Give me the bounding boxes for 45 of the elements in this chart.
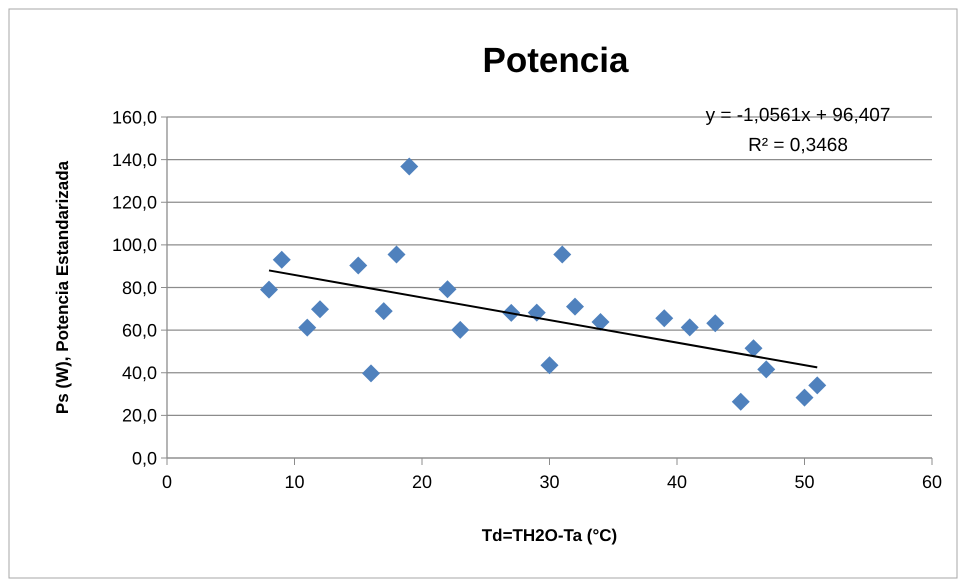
y-tick-label: 100,0 [112,235,157,256]
y-tick-label: 60,0 [122,320,157,340]
point [553,245,572,264]
point [592,313,610,332]
point [680,318,699,336]
y-tick-label: 80,0 [122,278,157,298]
point [655,309,674,328]
x-tick-label: 0 [162,472,172,492]
point [451,320,470,339]
annotation: y = -1,0561x + 96,407 [706,105,890,126]
x-tick-label: 30 [539,472,560,492]
y-tick-label: 160,0 [112,107,157,128]
point [349,256,368,275]
x-tick-label: 10 [284,472,305,492]
point [438,280,456,298]
point [362,364,380,382]
point [744,339,762,358]
point [796,388,814,407]
point [388,245,406,264]
point [260,280,278,299]
point [311,300,329,318]
y-axis-title: Ps (W), Potencia Estandarizada [53,160,72,414]
x-tick-label: 20 [412,472,432,492]
x-tick-label: 40 [666,472,688,492]
y-tick-label: 40,0 [122,363,157,384]
point [808,376,826,394]
annotation: R² = 0,3468 [748,135,848,156]
point [298,318,316,337]
point [374,302,393,320]
point [272,250,291,269]
x-tick-label: 50 [794,472,815,492]
y-tick-label: 0,0 [132,448,157,468]
point [400,157,418,176]
point [566,298,584,316]
point [706,314,724,332]
y-tick-label: 140,0 [112,150,157,170]
point [757,360,776,378]
x-tick-label: 60 [922,472,942,492]
y-tick-label: 20,0 [122,406,157,426]
chart-title: Potencia [482,41,629,80]
point [732,392,750,411]
x-axis-title: Td=TH2O-Ta (°C) [482,526,618,545]
y-tick-label: 120,0 [112,192,157,213]
point [540,356,558,374]
point [528,304,546,322]
